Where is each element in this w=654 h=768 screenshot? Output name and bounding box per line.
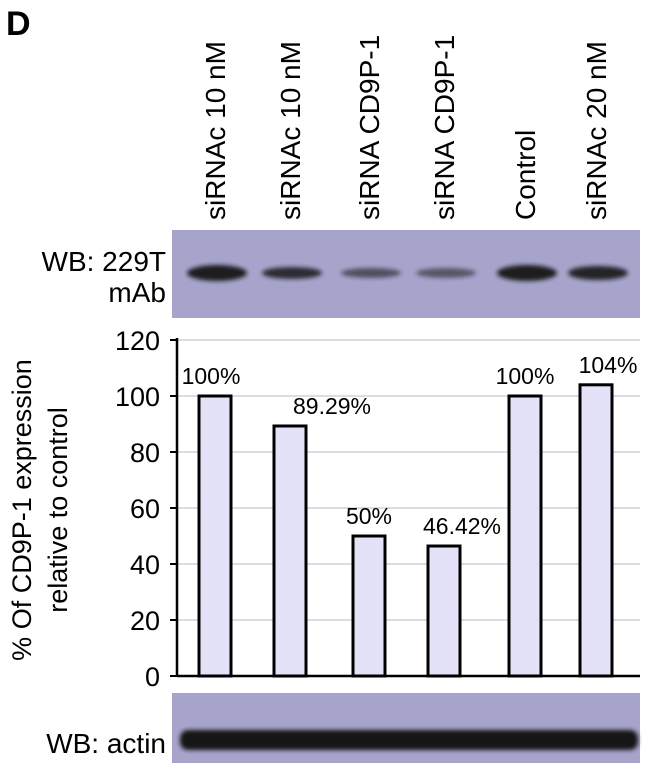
y-tick-label: 20 bbox=[130, 606, 160, 636]
y-axis-label-line2: relative to control bbox=[43, 407, 73, 613]
actin-band bbox=[180, 730, 638, 750]
protein-band bbox=[341, 268, 401, 278]
bars bbox=[197, 383, 614, 678]
y-axis-label-line1: % Of CD9P-1 expression bbox=[7, 359, 37, 661]
axes bbox=[170, 338, 640, 678]
lane-label: Control bbox=[510, 130, 541, 220]
bar-data-label: 50% bbox=[346, 503, 392, 529]
y-tick-label: 40 bbox=[130, 550, 160, 580]
lane-label: siRNA CD9P-1 bbox=[429, 35, 460, 220]
protein-band bbox=[262, 267, 322, 279]
blot-top-label-line1: WB: 229T bbox=[42, 246, 166, 277]
bar bbox=[578, 383, 614, 678]
grid-lines bbox=[177, 339, 640, 621]
blot-bottom-label: WB: actin bbox=[46, 728, 166, 759]
bar bbox=[272, 424, 308, 678]
bar-data-label: 89.29% bbox=[293, 393, 371, 419]
y-tick-label: 0 bbox=[145, 662, 160, 692]
bar bbox=[351, 534, 387, 678]
bar bbox=[197, 394, 233, 678]
protein-band bbox=[187, 265, 247, 281]
bar-data-label: 100% bbox=[496, 363, 555, 389]
blot-membrane-top bbox=[172, 230, 640, 318]
bar-data-labels: 100% 89.29% 50% 46.42% 100% 104% bbox=[182, 352, 638, 539]
y-tick-label: 100 bbox=[115, 382, 160, 412]
lane-label: siRNAc 10 nM bbox=[275, 41, 306, 220]
protein-band bbox=[568, 266, 628, 280]
y-tick-label: 120 bbox=[115, 326, 160, 356]
lane-label: siRNA CD9P-1 bbox=[354, 35, 385, 220]
lane-labels: siRNAc 10 nM siRNAc 10 nM siRNA CD9P-1 siRN… bbox=[200, 35, 612, 220]
bar bbox=[426, 544, 462, 678]
y-tick-label: 80 bbox=[130, 438, 160, 468]
bar-data-label: 46.42% bbox=[423, 513, 501, 539]
bar bbox=[507, 394, 543, 678]
protein-band bbox=[497, 265, 557, 281]
blot-membrane-bottom bbox=[172, 693, 640, 763]
lane-label: siRNAc 10 nM bbox=[200, 41, 231, 220]
blot-bands-bottom bbox=[180, 730, 638, 750]
bar-data-label: 104% bbox=[579, 352, 638, 378]
lane-label: siRNAc 20 nM bbox=[581, 41, 612, 220]
panel-letter: D bbox=[6, 5, 31, 43]
blot-top-label-line2: mAb bbox=[108, 277, 166, 308]
western-blot-top bbox=[172, 230, 640, 318]
bar-data-label: 100% bbox=[182, 363, 241, 389]
y-tick-labels: 0 20 40 60 80 100 120 bbox=[115, 326, 160, 692]
protein-band bbox=[416, 268, 476, 278]
western-blot-bottom bbox=[172, 693, 640, 763]
y-tick-label: 60 bbox=[130, 494, 160, 524]
blot-bands-top bbox=[187, 265, 628, 281]
